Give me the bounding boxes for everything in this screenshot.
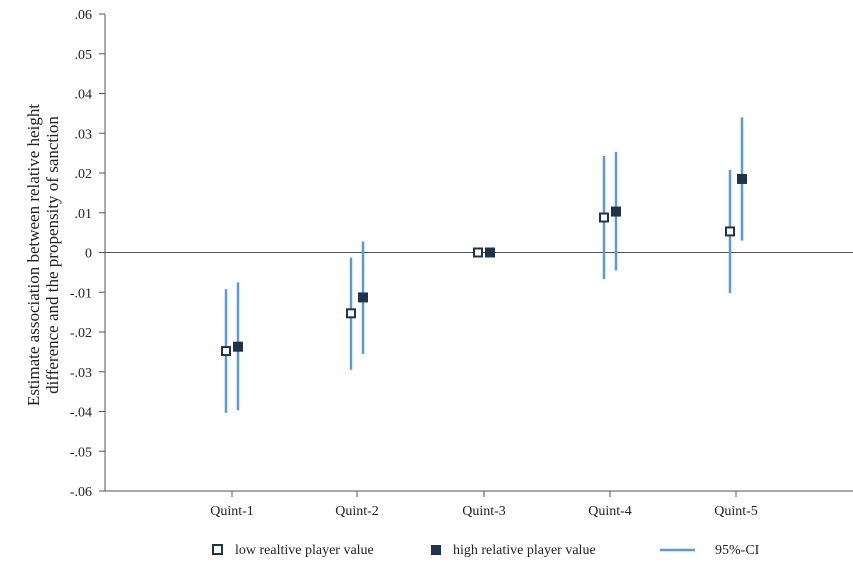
y-tick-label: -.01 (70, 286, 92, 301)
y-axis-title-line-2: difference and the propensity of sanctio… (43, 116, 62, 394)
legend-label-low: low realtive player value (235, 543, 374, 558)
point-low-value (473, 247, 483, 258)
legend-label-ci: 95%-CI (715, 543, 760, 558)
y-tick-label: .06 (75, 8, 93, 23)
legend-label-high: high relative player value (453, 543, 596, 558)
x-tick-label: Quint-5 (714, 504, 758, 519)
y-tick-label: .01 (75, 207, 93, 222)
y-tick-label: .04 (75, 88, 93, 103)
y-tick-label: .05 (75, 48, 93, 63)
legend-marker-high (431, 545, 441, 555)
legend-marker-low (212, 544, 223, 555)
x-tick-label: Quint-4 (588, 504, 632, 519)
point-high-value (485, 247, 495, 258)
point-high-value (737, 173, 747, 184)
x-tick-label: Quint-3 (462, 504, 506, 519)
x-tick-label: Quint-2 (335, 504, 379, 519)
point-low-value (221, 346, 231, 357)
y-tick-label: -.03 (70, 366, 92, 381)
point-high-value (358, 292, 368, 303)
plot-layer: .06 .05 .04 .03 .02 .01 0 -.01 -.02 -.03 -.04 -.05 -… (70, 8, 853, 519)
y-tick-label: -.02 (70, 326, 92, 341)
y-axis-title-line-1: Estimate association between relative he… (24, 104, 43, 406)
y-tick-label: 0 (85, 247, 92, 262)
point-low-value (346, 308, 356, 319)
legend: low realtive player value high relative … (212, 543, 760, 558)
y-tick-label: -.05 (70, 445, 92, 460)
point-high-value (233, 341, 243, 352)
y-tick-label: -.04 (70, 406, 92, 421)
y-axis-title: Estimate association between relative he… (24, 104, 62, 406)
y-tick-label: -.06 (70, 485, 92, 500)
point-low-value (725, 226, 735, 237)
point-high-value (611, 206, 621, 217)
y-tick-label: .03 (75, 127, 93, 142)
x-tick-label: Quint-1 (210, 504, 254, 519)
point-low-value (599, 212, 609, 223)
y-tick-label: .02 (75, 167, 93, 182)
